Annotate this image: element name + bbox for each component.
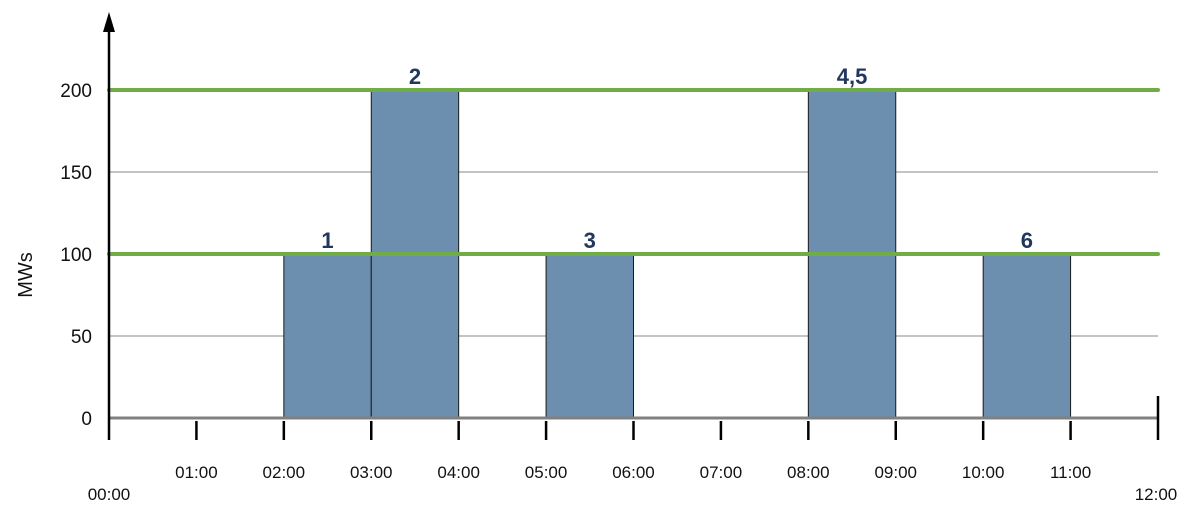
bar-label-3: 3 bbox=[584, 228, 596, 253]
x-tick-label-0900: 09:00 bbox=[874, 463, 917, 482]
reference-lines bbox=[107, 88, 1160, 256]
y-tick-label-150: 150 bbox=[60, 163, 92, 184]
bar-1 bbox=[283, 253, 372, 419]
bar-label-1: 1 bbox=[321, 228, 333, 253]
x-tick-label-0000: 00:00 bbox=[88, 485, 131, 504]
x-tick-label-0400: 04:00 bbox=[437, 463, 480, 482]
y-tick-label-100: 100 bbox=[60, 245, 92, 266]
labels: 0 50 100 150 200 1 2 3 4,5 6 00:00 01:00 02:00 03:00 0… bbox=[60, 64, 1177, 504]
x-tick-label-1100: 11:00 bbox=[1050, 463, 1091, 482]
y-tick-label-0: 0 bbox=[81, 409, 92, 430]
x-tick-label-0200: 02:00 bbox=[263, 463, 306, 482]
y-axis-arrow-icon bbox=[103, 12, 115, 32]
y-tick-label-200: 200 bbox=[60, 81, 92, 102]
bar-label-5: 6 bbox=[1021, 228, 1033, 253]
x-tick-label-0300: 03:00 bbox=[350, 463, 393, 482]
x-tick-label-0800: 08:00 bbox=[787, 463, 830, 482]
y-axis-title: MWs bbox=[15, 252, 37, 298]
axes bbox=[103, 12, 1160, 440]
x-tick-label-1000: 10:00 bbox=[962, 463, 1005, 482]
bar-label-4: 4,5 bbox=[837, 64, 868, 89]
bar-3 bbox=[545, 253, 634, 419]
bar-label-2: 2 bbox=[409, 64, 421, 89]
y-tick-label-50: 50 bbox=[71, 327, 92, 348]
x-tick-label-1200: 12:00 bbox=[1135, 485, 1178, 504]
x-tick-label-0600: 06:00 bbox=[612, 463, 655, 482]
x-tick-label-0700: 07:00 bbox=[700, 463, 743, 482]
x-tick-label-0100: 01:00 bbox=[175, 463, 218, 482]
x-tick-label-0500: 05:00 bbox=[525, 463, 568, 482]
bar-5 bbox=[982, 253, 1072, 419]
